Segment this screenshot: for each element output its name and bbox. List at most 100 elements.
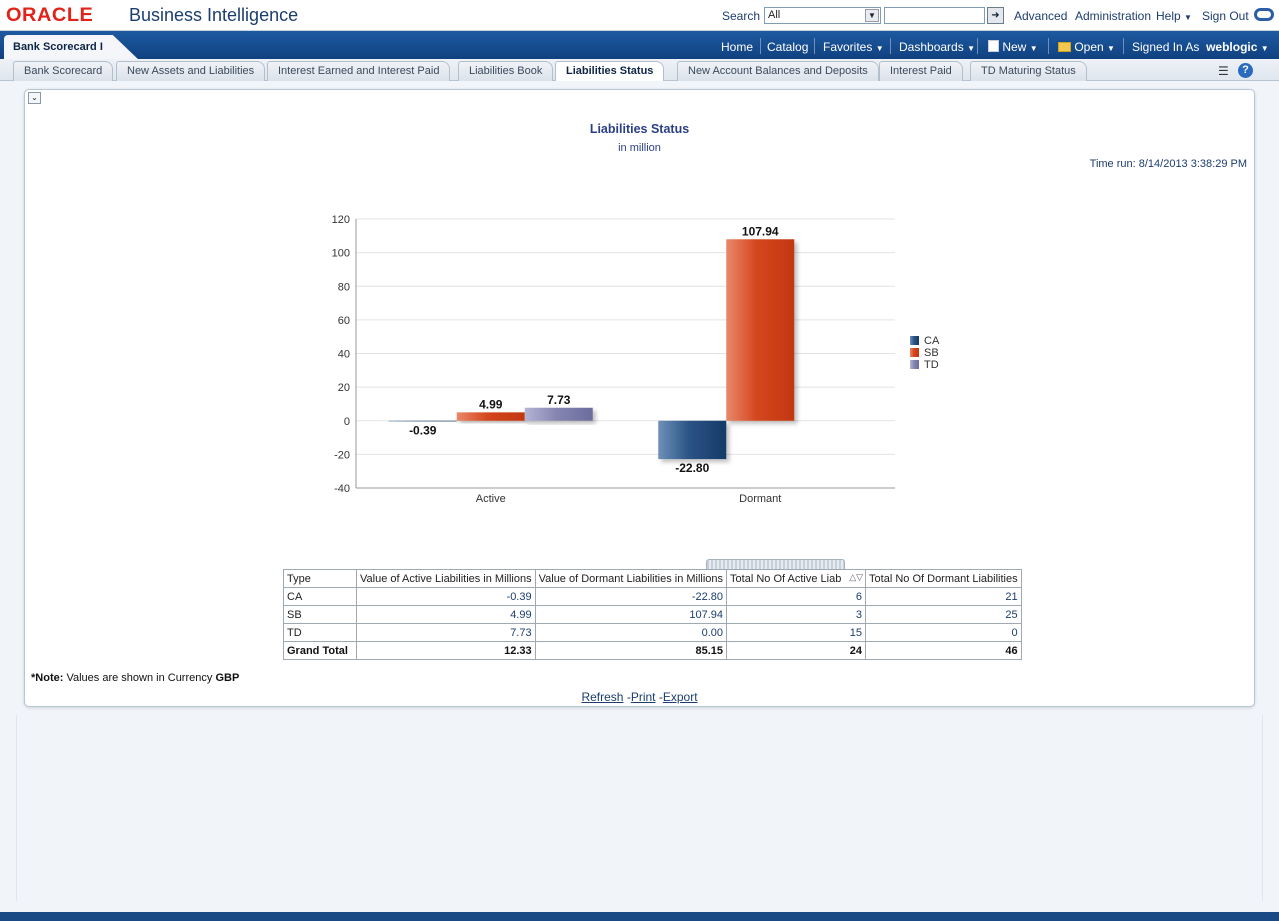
report-title: Liabilities Status (589, 122, 690, 136)
bar-sb-active[interactable] (456, 412, 525, 421)
legend-label: CA (924, 335, 940, 347)
table-header-row: Type Value of Active Liabilities in Mill… (283, 569, 1022, 588)
data-label: 107.94 (742, 224, 779, 238)
data-label: -0.39 (409, 423, 437, 437)
col-header-dormant-count[interactable]: Total No Of Dormant Liabilities (865, 569, 1022, 588)
advanced-link[interactable]: Advanced (1014, 9, 1068, 23)
x-tick-label: Active (476, 493, 506, 505)
signed-in-label: Signed In As (1132, 40, 1200, 54)
nav-open[interactable]: Open ▼ (1058, 40, 1115, 54)
export-link[interactable]: Export (662, 690, 698, 704)
legend-label: TD (924, 359, 939, 371)
help-icon[interactable]: ? (1238, 63, 1253, 78)
col-header-active-count[interactable]: Total No Of Active Liab △▽ (726, 569, 867, 588)
tab-interest-earned-and-interest-paid[interactable]: Interest Earned and Interest Paid (267, 61, 451, 81)
legend-swatch-td (910, 360, 919, 369)
cell-dormant-value[interactable]: -22.80 (534, 587, 728, 606)
time-run: Time run: 8/14/2013 3:38:29 PM (1089, 158, 1247, 170)
nav-divider (814, 38, 815, 54)
cell-active-value[interactable]: 7.73 (356, 623, 536, 642)
nav-dashboards[interactable]: Dashboards ▼ (899, 40, 975, 54)
cell-dormant-count[interactable]: 25 (865, 605, 1022, 624)
caret-down-icon: ▼ (1184, 13, 1192, 22)
x-tick-label: Dormant (739, 493, 781, 505)
col-header-type[interactable]: Type (283, 569, 357, 588)
chart-gridlines (356, 218, 895, 489)
tab-td-maturing-status[interactable]: TD Maturing Status (970, 61, 1087, 81)
administration-link[interactable]: Administration (1075, 9, 1152, 23)
currency-note: *Note: Values are shown in Currency GBP (31, 672, 239, 684)
cell-dormant-value[interactable]: 107.94 (534, 605, 728, 624)
search-go-button[interactable]: ➜ (987, 7, 1004, 24)
arrow-right-icon: ➜ (991, 10, 1000, 21)
y-tick-label: -40 (334, 483, 350, 495)
signed-in-menu[interactable]: Signed In As weblogic ▼ (1132, 40, 1269, 54)
data-label: 4.99 (479, 397, 503, 411)
col-header-active-value[interactable]: Value of Active Liabilities in Millions (356, 569, 536, 588)
chart-axes: -40 -20 0 20 40 60 80 100 120 Active Dormant (332, 214, 895, 505)
search-input[interactable] (884, 7, 985, 24)
cell-active-count[interactable]: 6 (726, 587, 867, 606)
refresh-link[interactable]: Refresh (581, 690, 624, 704)
dashboard-page-tab[interactable]: Bank Scorecard I (4, 35, 140, 61)
tab-new-account-balances-and-deposits[interactable]: New Account Balances and Deposits (677, 61, 879, 81)
caret-down-icon: ▼ (1107, 44, 1115, 53)
bar-ca-active[interactable] (388, 420, 457, 422)
collapse-section-icon[interactable]: ⌄ (28, 92, 41, 104)
tab-bank-scorecard[interactable]: Bank Scorecard (13, 61, 114, 81)
search-scope-value: All (768, 9, 781, 21)
report-subtitle: in million (618, 142, 661, 154)
favorites-label: Favorites (823, 40, 873, 54)
nav-divider (760, 38, 761, 54)
bar-sb-dormant[interactable] (726, 239, 795, 421)
sort-icon[interactable]: △▽ (849, 572, 864, 582)
tab-liabilities-book[interactable]: Liabilities Book (458, 61, 554, 81)
cell-dormant-value[interactable]: 0.00 (534, 623, 728, 642)
cell-active-count[interactable]: 3 (726, 605, 867, 624)
nav-catalog[interactable]: Catalog (767, 40, 809, 54)
caret-down-icon: ▼ (1260, 44, 1269, 53)
folder-icon (1058, 42, 1071, 52)
top-bar (0, 0, 1279, 31)
y-tick-label: -20 (334, 449, 350, 461)
nav-divider (1123, 38, 1124, 54)
cell-total-active-value: 12.33 (356, 641, 536, 660)
note-currency: GBP (215, 672, 240, 684)
col-header-dormant-value[interactable]: Value of Dormant Liabilities in Millions (534, 569, 728, 588)
nav-favorites[interactable]: Favorites ▼ (823, 40, 884, 54)
tab-interest-paid[interactable]: Interest Paid (879, 61, 963, 81)
new-label: New (1002, 40, 1027, 54)
legend-swatch-sb (910, 348, 919, 357)
cell-dormant-count[interactable]: 21 (865, 587, 1022, 606)
help-label: Help (1156, 9, 1181, 23)
tab-new-assets-and-liabilities[interactable]: New Assets and Liabilities (116, 61, 266, 81)
oracle-o-icon (1254, 8, 1274, 21)
nav-new[interactable]: New ▼ (988, 40, 1038, 54)
note-text: Values are shown in Currency (63, 672, 216, 684)
cell-active-count[interactable]: 15 (726, 623, 867, 642)
sign-out-link[interactable]: Sign Out (1202, 9, 1249, 23)
cell-active-value[interactable]: -0.39 (356, 587, 536, 606)
cell-dormant-count[interactable]: 0 (865, 623, 1022, 642)
bar-ca-dormant[interactable] (658, 420, 727, 460)
table-row: CA -0.39 -22.80 6 21 (283, 587, 1022, 606)
cell-active-value[interactable]: 4.99 (356, 605, 536, 624)
chevron-down-icon[interactable]: ▼ (865, 9, 879, 22)
print-link[interactable]: Print (630, 690, 656, 704)
help-menu[interactable]: Help ▼ (1156, 9, 1192, 23)
nav-home[interactable]: Home (721, 40, 754, 54)
bottom-border (0, 912, 1279, 921)
bar-td-active[interactable] (524, 407, 593, 421)
nav-divider (890, 38, 891, 54)
chart-data-labels: -0.39 4.99 7.73 -22.80 107.94 (409, 224, 779, 475)
search-scope-select[interactable]: All ▼ (764, 7, 881, 24)
legend-swatch-ca (910, 336, 919, 345)
tab-liabilities-status[interactable]: Liabilities Status (555, 61, 665, 82)
page-options-icon[interactable]: ☰ (1218, 64, 1229, 78)
new-document-icon (988, 40, 999, 52)
y-tick-label: 20 (338, 382, 350, 394)
column-drag-handle[interactable] (706, 559, 845, 570)
report-links: Refresh -Print -Export (581, 690, 698, 704)
product-title: Business Intelligence (129, 5, 299, 25)
